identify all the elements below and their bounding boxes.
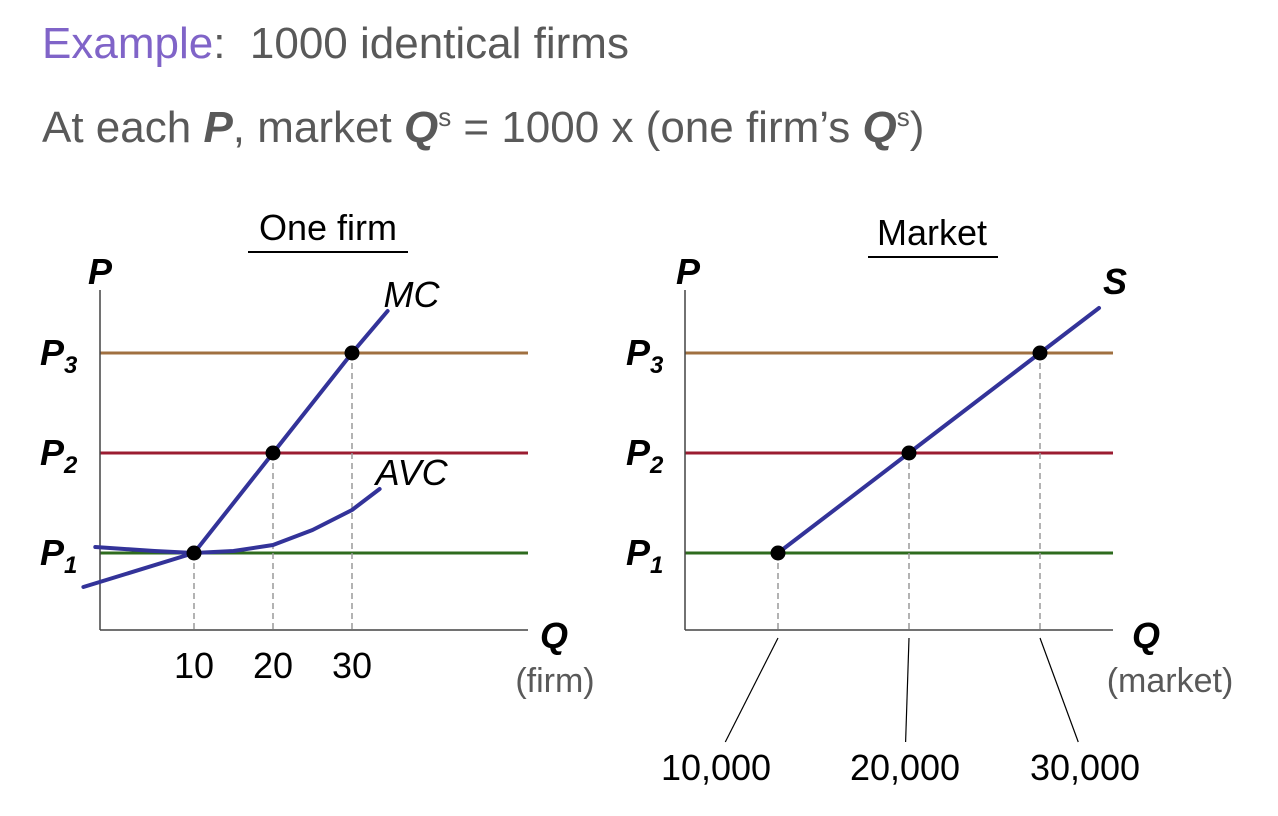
- firm-data-point-30: [344, 345, 360, 361]
- market-x-tick-label-10000: 10,000: [661, 747, 771, 788]
- market-price-label-p3: P3: [626, 332, 664, 379]
- market-x-axis-note: (market): [1107, 662, 1234, 700]
- market-data-point-30000: [1032, 345, 1048, 361]
- market-x-tick-leader-10000: [724, 637, 779, 743]
- market-x-tick-leader-30000: [1039, 637, 1079, 743]
- firm-x-axis-note: (firm): [515, 662, 594, 700]
- example-colon: :: [213, 19, 226, 68]
- market-data-point-10000: [770, 545, 786, 561]
- market-x-axis-label: Q: [1132, 615, 1160, 656]
- market-chart-title: Market: [877, 212, 987, 253]
- firm-data-point-10: [186, 545, 202, 561]
- firm-x-axis-label: Q: [540, 615, 568, 656]
- line2-s1: s: [438, 102, 452, 132]
- market-price-label-p1: P1: [626, 532, 663, 579]
- firm-x-tick-label-10: 10: [174, 645, 214, 686]
- market-price-label-p2: P2: [626, 432, 664, 479]
- example-label: Example: [42, 19, 214, 68]
- line2-pre: At each: [42, 103, 204, 152]
- market-x-tick-label-20000: 20,000: [850, 747, 960, 788]
- line2-s2: s: [896, 102, 910, 132]
- market-curve-label-s: S: [1103, 261, 1127, 302]
- line2-mid2: = 1000 x (one firm’s: [451, 103, 863, 152]
- market-data-point-20000: [901, 445, 917, 461]
- firm-price-label-p3: P3: [40, 332, 78, 379]
- line2-q2: Q: [862, 103, 897, 152]
- firm-x-tick-label-20: 20: [253, 645, 293, 686]
- line2-end: ): [909, 103, 925, 152]
- market-y-axis-label: P: [676, 251, 701, 292]
- market-curve-s: [776, 306, 1101, 555]
- firm-curve-avc: [93, 487, 382, 555]
- firm-curve-label-avc: AVC: [374, 452, 449, 493]
- firm-price-label-p2: P2: [40, 432, 78, 479]
- line2-p: P: [203, 103, 233, 152]
- firm-x-tick-label-30: 30: [332, 645, 372, 686]
- firm-data-point-20: [265, 445, 281, 461]
- line2-mid1: , market: [232, 103, 404, 152]
- market-x-tick-leader-20000: [905, 637, 910, 743]
- header-line-2: At each P, market Qs = 1000 x (one firm’…: [42, 100, 924, 156]
- market-x-tick-label-30000: 30,000: [1030, 747, 1140, 788]
- line2-q1: Q: [403, 103, 439, 152]
- header-line-1: Example: 1000 identical firms: [42, 16, 629, 72]
- firm-curve-label-mc: MC: [384, 274, 441, 315]
- firm-price-label-p1: P1: [40, 532, 77, 579]
- firm-y-axis-label: P: [88, 251, 113, 292]
- example-text: 1000 identical firms: [249, 19, 629, 68]
- firm-chart-title: One firm: [259, 207, 397, 248]
